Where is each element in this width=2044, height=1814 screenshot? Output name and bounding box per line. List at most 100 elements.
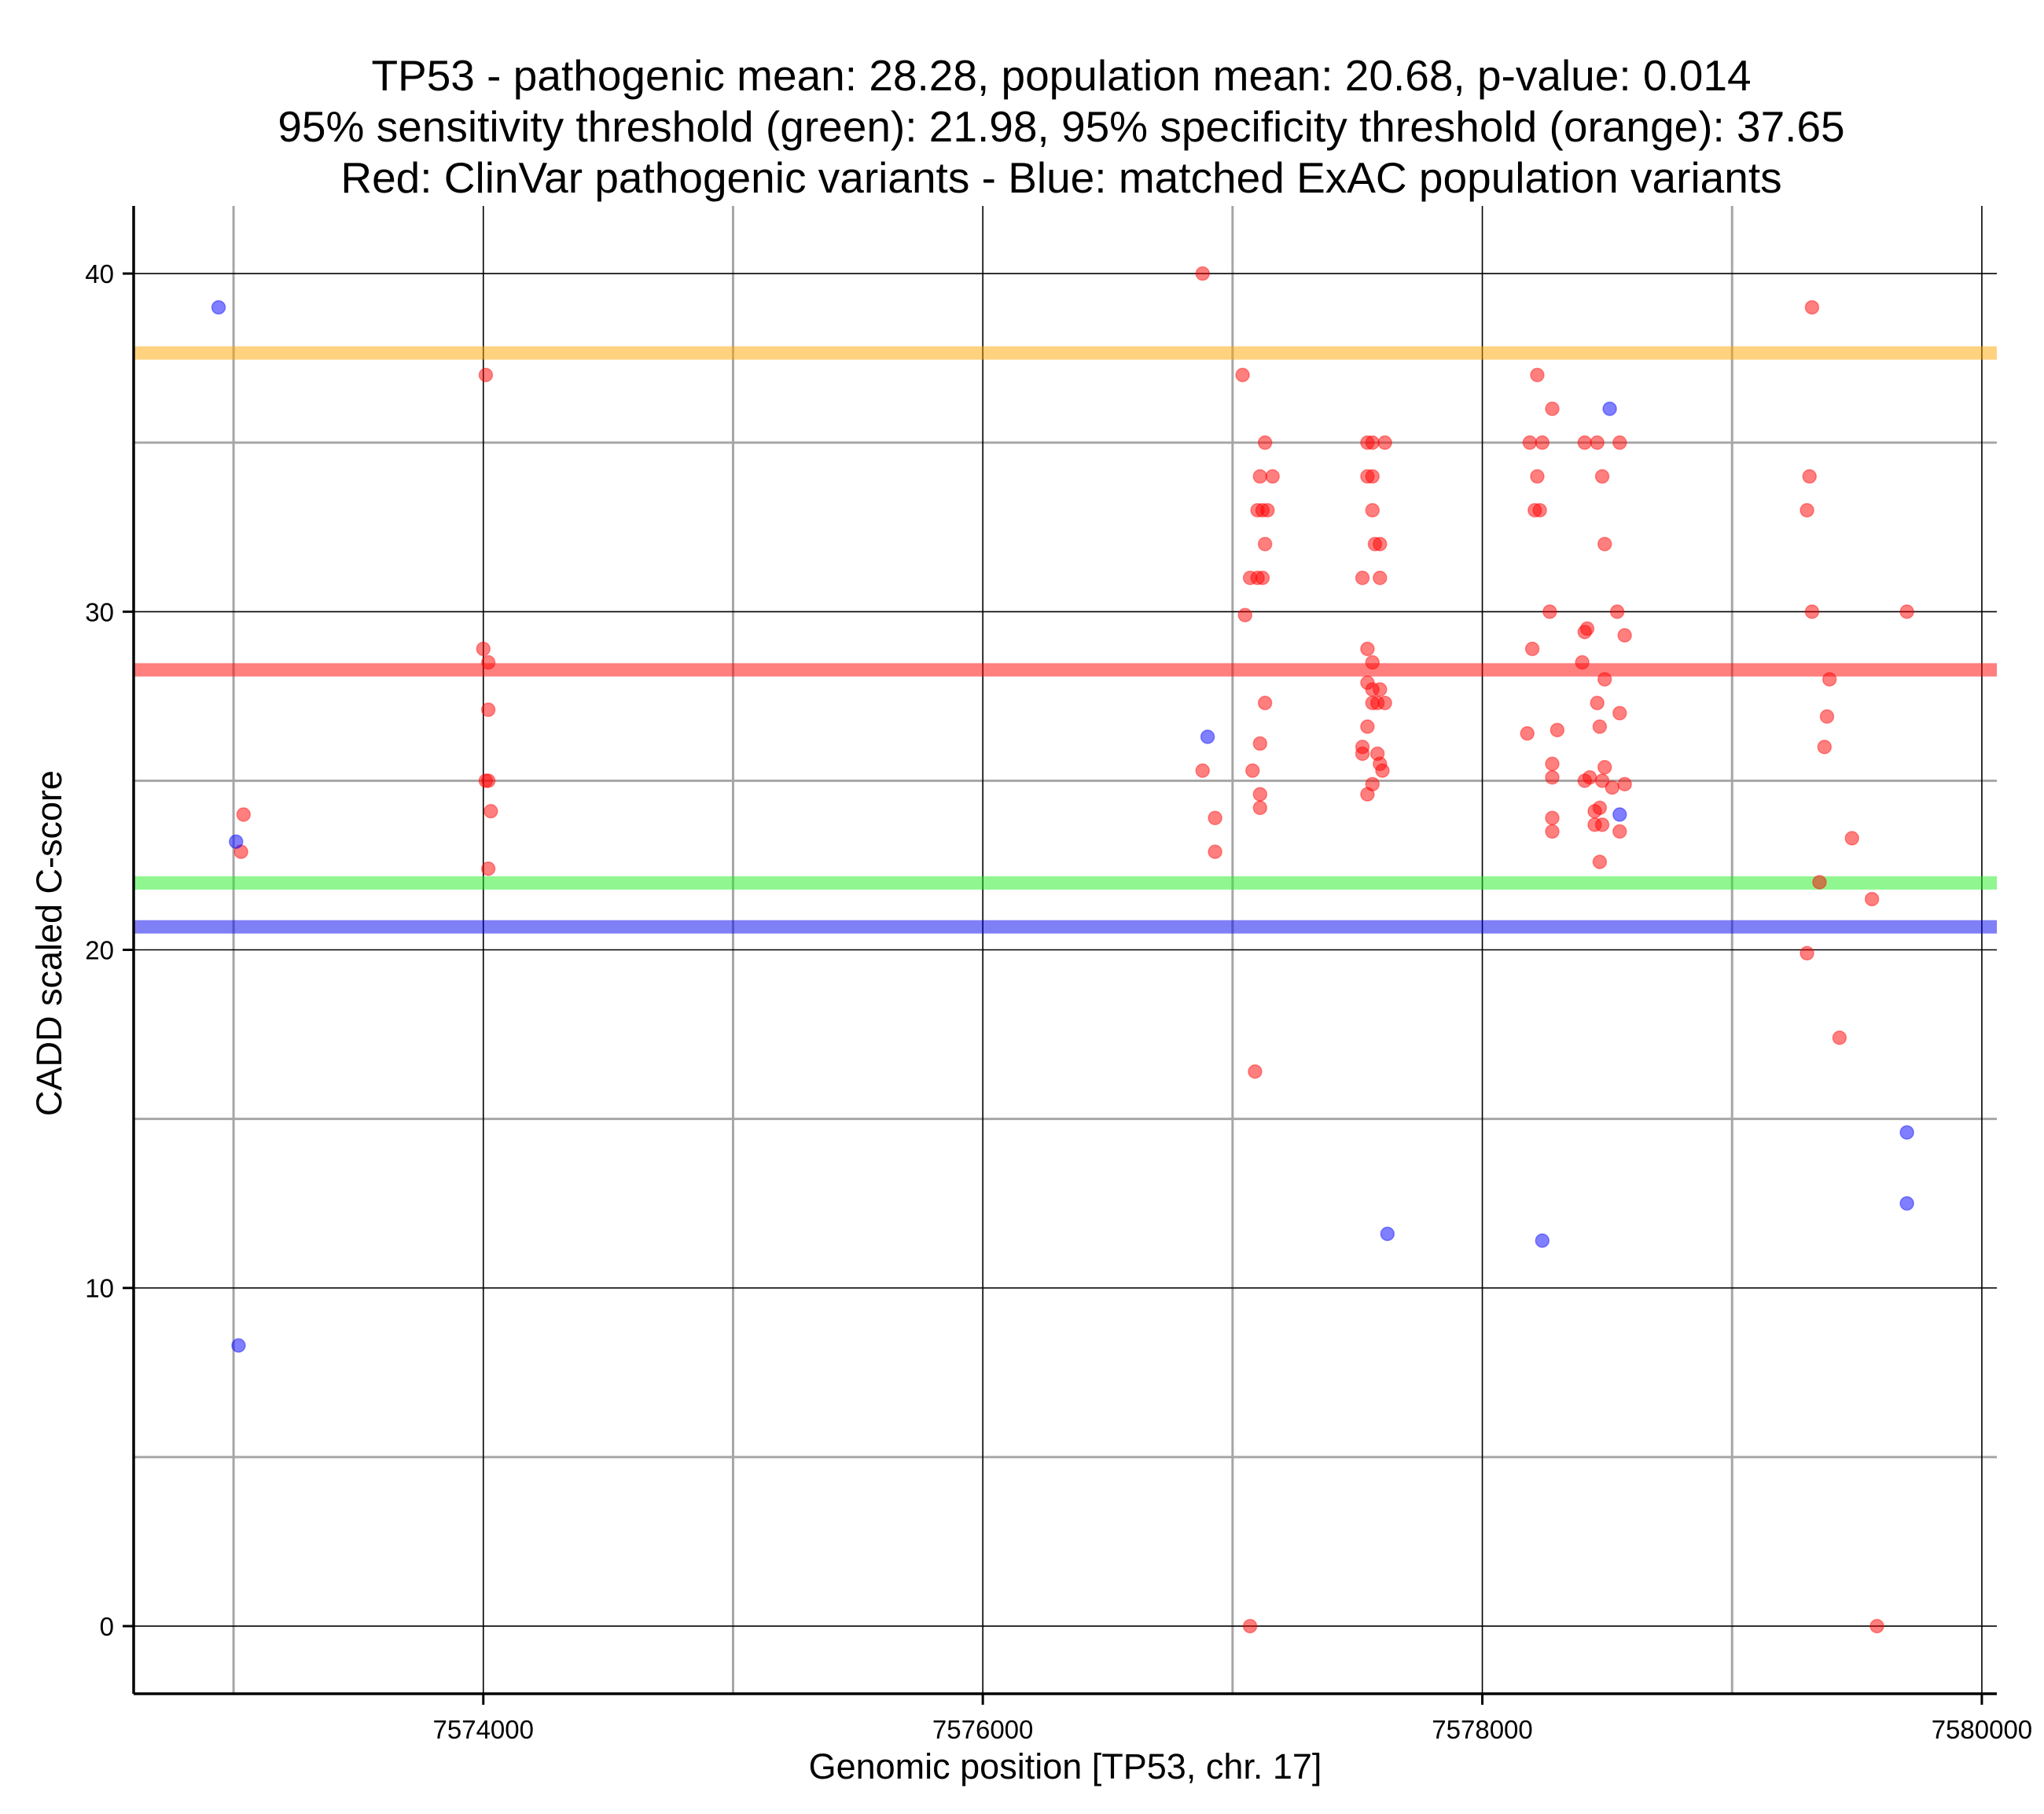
population-point xyxy=(229,834,244,850)
pathogenic-point xyxy=(1594,773,1610,788)
title-line-3: Red: ClinVar pathogenic variants - Blue:… xyxy=(340,153,1781,202)
pathogenic-point xyxy=(476,641,491,656)
pathogenic-point xyxy=(1252,787,1268,802)
pathogenic-point xyxy=(1812,875,1827,890)
pathogenic-point xyxy=(1605,780,1620,795)
pathogenic-point xyxy=(1817,740,1833,755)
pathogenic-point xyxy=(1535,435,1550,450)
pathogenic-point xyxy=(1252,468,1268,484)
x-tick-label: 7576000 xyxy=(932,1715,1033,1744)
pathogenic-point xyxy=(1597,536,1612,552)
pathogenic-point xyxy=(1522,435,1538,450)
pathogenic-point xyxy=(1208,844,1222,859)
pathogenic-point xyxy=(1550,722,1565,738)
pathogenic-point xyxy=(1532,502,1547,518)
pathogenic-point xyxy=(1373,681,1388,697)
pathogenic-point xyxy=(1355,571,1370,586)
pathogenic-point xyxy=(1582,769,1597,785)
pathogenic-point xyxy=(1235,367,1250,383)
y-tick-label: 0 xyxy=(100,1612,114,1641)
pathogenic-point xyxy=(1257,536,1273,552)
pathogenic-point xyxy=(480,702,496,718)
pathogenic-point xyxy=(1524,641,1540,656)
pathogenic-point xyxy=(1612,706,1627,721)
pathogenic-point xyxy=(1577,624,1593,640)
pathogenic-point xyxy=(1594,817,1610,832)
y-tick-label: 20 xyxy=(85,936,114,965)
pathogenic-point xyxy=(1255,571,1270,586)
pathogenic-point xyxy=(1844,831,1859,846)
pathogenic-point xyxy=(1377,696,1392,711)
pathogenic-point xyxy=(480,655,496,670)
pathogenic-point xyxy=(483,803,498,819)
title-line-2: 95% sensitivity threshold (green): 21.98… xyxy=(278,102,1844,151)
pathogenic-point xyxy=(1575,655,1590,670)
population-point xyxy=(1602,401,1617,417)
population-point xyxy=(1535,1233,1550,1248)
pathogenic-point xyxy=(1819,709,1835,724)
population-point xyxy=(231,1338,246,1353)
pathogenic-point xyxy=(1265,468,1280,484)
pathogenic-point xyxy=(1355,746,1370,762)
pathogenic-point xyxy=(1597,672,1612,687)
pathogenic-point xyxy=(1617,628,1632,643)
population-point xyxy=(1200,729,1215,744)
pathogenic-point xyxy=(1864,891,1880,907)
pathogenic-point xyxy=(1577,435,1593,450)
population-point xyxy=(1380,1226,1395,1242)
pathogenic-point xyxy=(1375,763,1390,778)
pathogenic-point xyxy=(1592,719,1608,734)
pathogenic-point xyxy=(1530,468,1545,484)
pathogenic-point xyxy=(1545,756,1560,772)
pathogenic-point xyxy=(1832,1030,1847,1045)
x-tick-label: 7578000 xyxy=(1432,1715,1532,1744)
pathogenic-point xyxy=(1257,435,1273,450)
pathogenic-point xyxy=(1360,641,1375,656)
pathogenic-point xyxy=(1373,571,1388,586)
pathogenic-point xyxy=(1248,1064,1263,1079)
pathogenic-point xyxy=(1245,763,1260,778)
pathogenic-point xyxy=(1802,468,1817,484)
pathogenic-point xyxy=(1545,769,1560,785)
pathogenic-point xyxy=(1594,468,1610,484)
pathogenic-point xyxy=(1587,803,1602,819)
pathogenic-point xyxy=(1530,367,1545,383)
data-points xyxy=(211,266,1914,1634)
x-tick-label: 7580000 xyxy=(1932,1715,2032,1744)
pathogenic-point xyxy=(1612,824,1627,839)
x-tick-label: 7574000 xyxy=(433,1715,534,1744)
pathogenic-point xyxy=(1195,266,1210,281)
pathogenic-point xyxy=(1597,759,1612,775)
pathogenic-point xyxy=(1804,604,1820,619)
pathogenic-point xyxy=(1520,725,1535,741)
pathogenic-point xyxy=(1252,736,1268,751)
pathogenic-point xyxy=(1899,604,1914,619)
grid-lines xyxy=(134,206,1997,1694)
pathogenic-point xyxy=(1869,1618,1884,1634)
pathogenic-point xyxy=(1257,696,1273,711)
pathogenic-point xyxy=(1365,468,1380,484)
pathogenic-point xyxy=(1208,810,1222,825)
reference-lines xyxy=(134,346,1997,934)
y-tick-label: 40 xyxy=(85,259,114,288)
population-point xyxy=(1899,1125,1914,1140)
title-line-1: TP53 - pathogenic mean: 28.28, populatio… xyxy=(371,51,1751,100)
pathogenic-point xyxy=(1360,719,1375,734)
pathogenic-point xyxy=(1377,435,1392,450)
pathogenic-point xyxy=(1800,946,1814,961)
pathogenic-point xyxy=(1590,435,1605,450)
pathogenic-point xyxy=(1373,536,1388,552)
y-axis-label: CADD scaled C-score xyxy=(29,770,69,1116)
pathogenic-point xyxy=(1545,824,1560,839)
pathogenic-point xyxy=(1612,435,1627,450)
tick-labels: 7574000 7576000 7578000 7580000 0 10 20 30 40 xyxy=(85,259,2032,1744)
population-point xyxy=(211,299,226,315)
pathogenic-point xyxy=(1365,696,1380,711)
pathogenic-point xyxy=(1545,401,1560,417)
y-tick-label: 30 xyxy=(85,597,114,626)
pathogenic-point xyxy=(478,367,494,383)
pathogenic-point xyxy=(1237,608,1252,622)
chart-title: TP53 - pathogenic mean: 28.28, populatio… xyxy=(278,51,1844,202)
pathogenic-point xyxy=(1365,435,1380,450)
